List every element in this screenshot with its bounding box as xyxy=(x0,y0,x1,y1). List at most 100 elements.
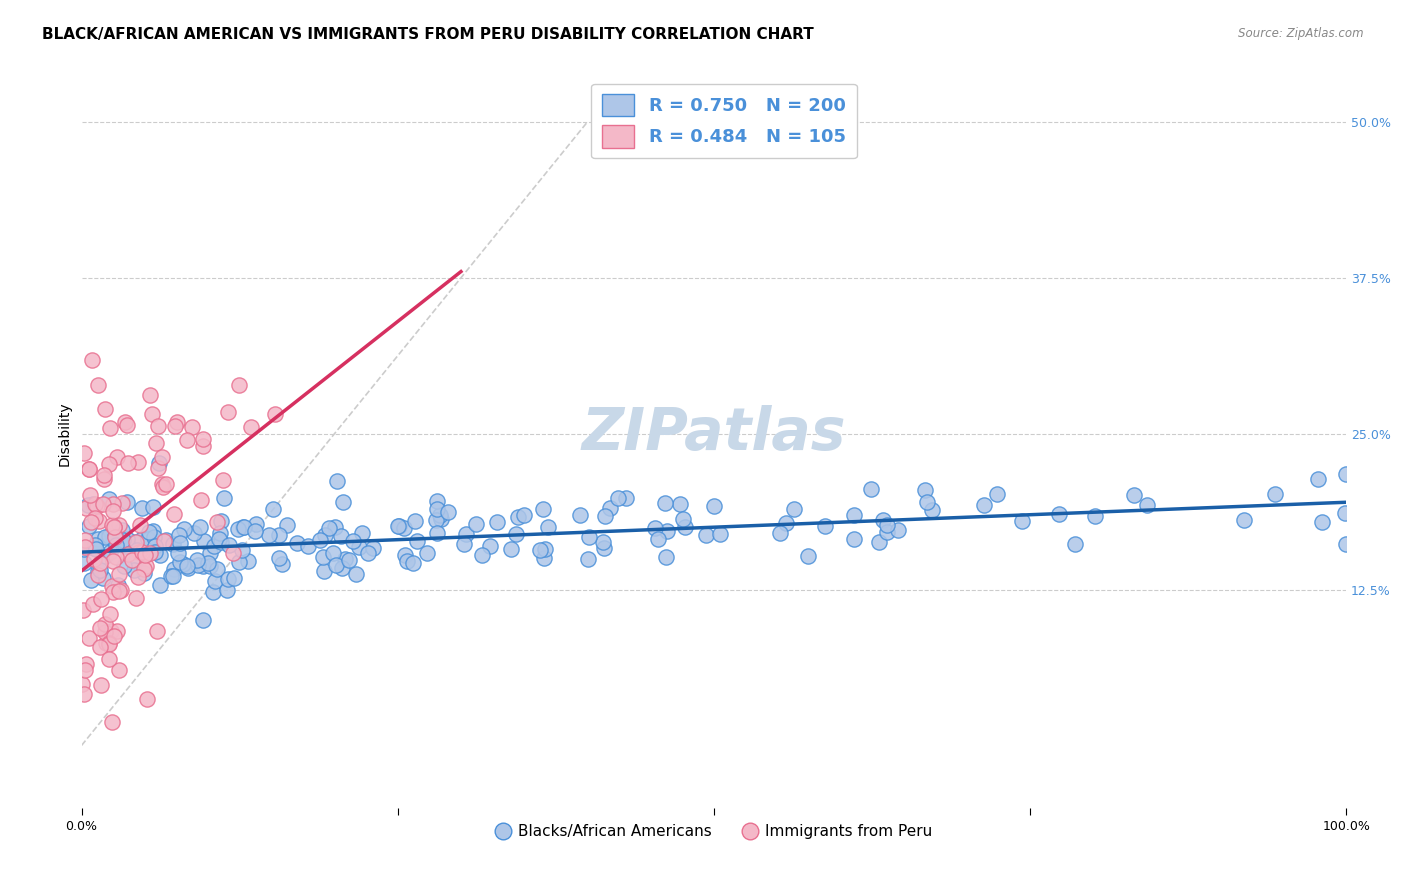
Point xyxy=(322,546,344,560)
Text: BLACK/AFRICAN AMERICAN VS IMMIGRANTS FROM PERU DISABILITY CORRELATION CHART: BLACK/AFRICAN AMERICAN VS IMMIGRANTS FRO… xyxy=(42,27,814,42)
Point xyxy=(917,495,939,509)
Point xyxy=(207,533,229,547)
Point xyxy=(77,461,100,475)
Point xyxy=(172,557,194,571)
Point xyxy=(333,551,356,566)
Point xyxy=(673,520,696,534)
Point xyxy=(73,542,96,557)
Point xyxy=(108,664,131,678)
Point xyxy=(672,512,695,526)
Point xyxy=(342,533,364,548)
Point xyxy=(233,520,256,534)
Point xyxy=(149,578,172,592)
Point xyxy=(176,559,198,574)
Point xyxy=(97,652,120,666)
Point xyxy=(136,532,159,546)
Point xyxy=(94,530,117,544)
Point xyxy=(79,488,101,502)
Point xyxy=(93,467,115,482)
Point xyxy=(108,517,131,532)
Point xyxy=(152,480,174,494)
Point xyxy=(212,491,235,506)
Point xyxy=(128,544,150,558)
Point xyxy=(83,541,105,555)
Point xyxy=(270,558,292,572)
Point xyxy=(162,507,184,521)
Point xyxy=(111,523,134,537)
Point xyxy=(257,528,280,542)
Point xyxy=(72,556,94,570)
Point xyxy=(350,526,373,541)
Point xyxy=(323,520,346,534)
Point xyxy=(103,533,125,547)
Point xyxy=(709,527,731,541)
Point xyxy=(202,585,225,599)
Point xyxy=(231,543,253,558)
Point xyxy=(183,526,205,541)
Point xyxy=(453,537,475,551)
Point xyxy=(337,553,360,567)
Point xyxy=(205,562,228,576)
Point xyxy=(107,577,129,591)
Point xyxy=(93,472,115,486)
Point xyxy=(166,415,188,429)
Point xyxy=(430,512,453,526)
Point xyxy=(1334,537,1357,551)
Point xyxy=(138,524,160,539)
Point xyxy=(783,502,806,516)
Point xyxy=(226,522,249,536)
Point xyxy=(844,533,866,547)
Point xyxy=(505,526,527,541)
Point xyxy=(141,407,163,421)
Point xyxy=(72,602,94,616)
Point xyxy=(813,519,835,533)
Point xyxy=(127,570,149,584)
Point xyxy=(599,500,621,515)
Point xyxy=(127,455,149,469)
Point xyxy=(647,533,669,547)
Point xyxy=(89,640,111,654)
Point xyxy=(101,517,124,532)
Point xyxy=(173,522,195,536)
Point xyxy=(529,543,551,558)
Point xyxy=(176,561,198,575)
Point xyxy=(142,524,165,538)
Point xyxy=(80,573,103,587)
Point xyxy=(104,530,127,544)
Point xyxy=(876,518,898,533)
Point xyxy=(842,508,865,522)
Point xyxy=(139,388,162,402)
Point xyxy=(426,501,449,516)
Point xyxy=(578,530,600,544)
Point xyxy=(395,554,418,568)
Point xyxy=(240,420,263,434)
Point xyxy=(75,533,97,547)
Text: Source: ZipAtlas.com: Source: ZipAtlas.com xyxy=(1239,27,1364,40)
Point xyxy=(1047,507,1070,521)
Point xyxy=(155,476,177,491)
Point xyxy=(86,500,108,514)
Point xyxy=(98,457,121,471)
Point xyxy=(860,482,883,496)
Y-axis label: Disability: Disability xyxy=(58,401,72,466)
Point xyxy=(98,421,121,435)
Point xyxy=(101,578,124,592)
Point xyxy=(146,461,169,475)
Point xyxy=(155,533,177,547)
Point xyxy=(986,487,1008,501)
Point xyxy=(76,498,98,512)
Point xyxy=(533,541,555,556)
Point xyxy=(208,526,231,541)
Point xyxy=(98,607,121,621)
Point xyxy=(506,510,529,524)
Point xyxy=(654,496,676,510)
Point xyxy=(146,624,169,639)
Point xyxy=(655,524,678,538)
Point xyxy=(267,550,290,565)
Point xyxy=(797,549,820,563)
Point xyxy=(100,715,122,730)
Point xyxy=(83,538,105,552)
Point xyxy=(533,551,555,566)
Point xyxy=(669,497,692,511)
Point xyxy=(83,497,105,511)
